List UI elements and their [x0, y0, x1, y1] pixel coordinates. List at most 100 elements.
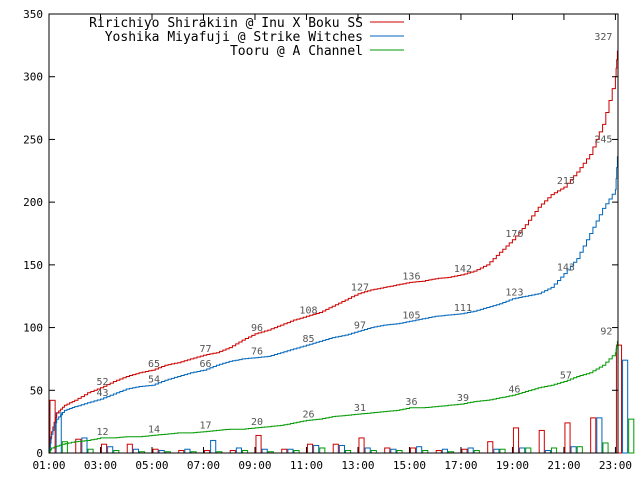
hourly-bar — [493, 448, 500, 454]
data-label: 26 — [302, 409, 314, 420]
y-tick-label: 250 — [23, 133, 43, 146]
hourly-bar — [596, 417, 603, 454]
hourly-bar — [550, 447, 558, 454]
hourly-bar — [590, 417, 597, 454]
hourly-bar — [132, 448, 140, 454]
data-label: 97 — [354, 320, 366, 331]
data-label: 327 — [594, 32, 612, 43]
data-label: 12 — [96, 427, 108, 438]
plot-frame — [48, 13, 619, 454]
data-label: 142 — [454, 264, 472, 275]
data-label: 31 — [354, 403, 366, 414]
data-label: 127 — [351, 283, 369, 294]
data-label: 54 — [148, 374, 160, 385]
hourly-bar — [628, 418, 635, 454]
hourly-bar — [487, 441, 494, 454]
hourly-bar — [461, 448, 468, 454]
data-label: 66 — [199, 359, 211, 370]
series-line — [49, 145, 619, 454]
y-tick-label: 150 — [23, 259, 43, 272]
data-label: 92 — [600, 327, 612, 338]
data-label: 245 — [594, 135, 612, 146]
hourly-bar — [332, 443, 339, 454]
data-label: 43 — [96, 388, 108, 399]
hourly-bar — [564, 422, 571, 454]
hourly-bar — [255, 434, 262, 454]
hourly-bar — [409, 447, 417, 454]
data-label: 213 — [557, 176, 575, 187]
x-tick-label: 01:00 — [32, 459, 65, 472]
data-label: 85 — [302, 334, 314, 345]
hourly-bar — [287, 448, 294, 454]
data-label: 46 — [508, 384, 520, 395]
data-label: 123 — [505, 288, 523, 299]
hourly-bar — [210, 439, 217, 454]
x-tick-label: 11:00 — [290, 459, 323, 472]
data-label: 14 — [148, 424, 160, 435]
hourly-bar — [525, 447, 532, 454]
hourly-bar — [87, 448, 94, 454]
data-label: 170 — [505, 229, 523, 240]
data-label: 65 — [148, 359, 160, 370]
hourly-bar — [313, 444, 320, 454]
data-label: 77 — [199, 344, 211, 355]
data-label: 105 — [402, 310, 420, 321]
legend-label: Yoshika Miyafuji @ Strike Witches — [105, 30, 363, 45]
hourly-bar — [622, 359, 629, 454]
hourly-bar — [126, 443, 133, 454]
y-tick-label: 50 — [30, 384, 43, 397]
x-tick-label: 03:00 — [84, 459, 117, 472]
legend-label: Tooru @ A Channel — [230, 44, 363, 59]
x-tick-label: 19:00 — [496, 459, 529, 472]
data-label: 111 — [454, 303, 472, 314]
hourly-bar — [184, 448, 191, 454]
data-label: 108 — [299, 305, 317, 316]
hourly-bar — [615, 344, 623, 454]
legend: Ririchiyo Shirakiin @ Inu X Boku SSYoshi… — [89, 16, 404, 59]
x-tick-label: 21:00 — [547, 459, 580, 472]
hourly-bar — [281, 448, 288, 454]
x-tick-label: 23:00 — [599, 459, 632, 472]
data-label: 96 — [251, 323, 263, 334]
hourly-bar — [81, 437, 88, 454]
data-label: 17 — [199, 421, 211, 432]
hourly-bar — [512, 427, 520, 454]
x-tick-label: 07:00 — [187, 459, 220, 472]
data-label: 20 — [251, 417, 263, 428]
hourly-bar — [441, 448, 448, 454]
hourly-bar — [602, 442, 609, 454]
data-label: 143 — [557, 263, 575, 274]
x-tick-label: 13:00 — [341, 459, 374, 472]
x-tick-label: 09:00 — [238, 459, 271, 472]
hourly-bar — [467, 447, 474, 454]
series-line — [49, 337, 619, 454]
y-tick-label: 300 — [23, 71, 43, 84]
data-label: 52 — [96, 377, 108, 388]
cumulative-lines — [49, 42, 619, 454]
axes: 0 50 100 150 200 250 300 350 01:00 03:00 05:00 07:0… — [23, 8, 632, 472]
hourly-bar — [390, 448, 397, 454]
hourly-bar — [416, 446, 423, 454]
hourly-bar — [538, 429, 545, 454]
y-tick-label: 0 — [36, 447, 43, 460]
y-tick-label: 100 — [23, 322, 43, 335]
hourly-bar — [338, 444, 345, 454]
hourly-bar — [100, 443, 108, 454]
hourly-bar — [499, 448, 506, 454]
hourly-bar — [519, 447, 526, 454]
legend-label: Ririchiyo Shirakiin @ Inu X Boku SS — [89, 16, 363, 31]
data-label: 36 — [405, 397, 417, 408]
data-label: 76 — [251, 347, 263, 358]
hourly-bar — [358, 437, 365, 454]
hourly-bar — [306, 443, 314, 454]
hourly-bar — [364, 447, 371, 454]
series-line — [49, 42, 619, 454]
x-tick-label: 15:00 — [393, 459, 426, 472]
hourly-bar — [576, 446, 583, 454]
hourly-bar — [152, 448, 159, 454]
y-tick-label: 350 — [23, 8, 43, 21]
hourly-bar — [384, 447, 391, 454]
hourly-bar — [235, 447, 242, 454]
hourly-bar — [261, 448, 268, 454]
